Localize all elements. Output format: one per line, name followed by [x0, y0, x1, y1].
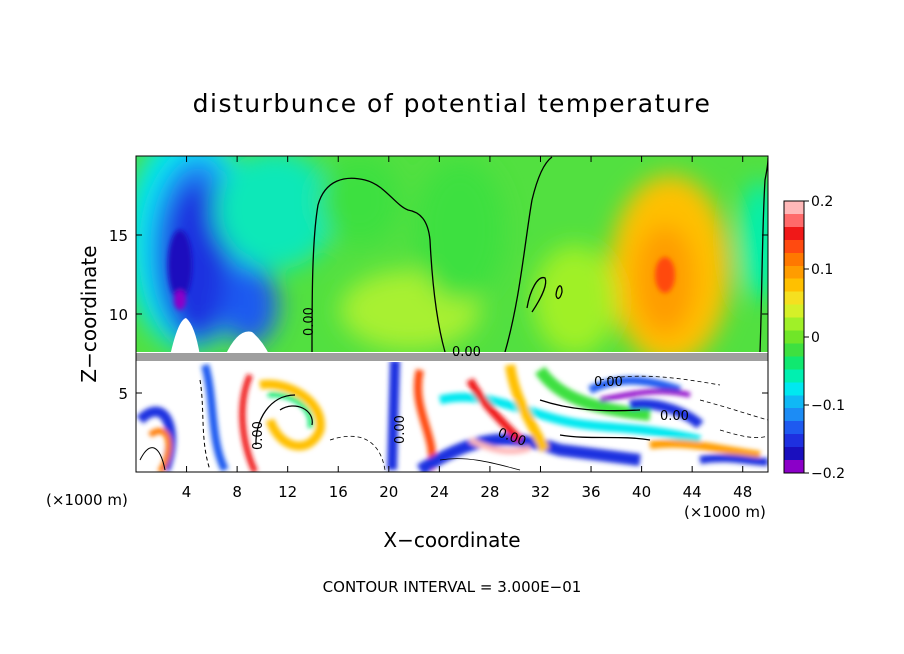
contour-interval-note: CONTOUR INTERVAL = 3.000E−01	[323, 578, 582, 596]
colorbar-tick-label: −0.1	[811, 398, 845, 414]
plot-area: 0.00 0.00 0.00 0.00 0.00 0.00 0.00	[136, 156, 768, 472]
y-tick-label: 10	[109, 306, 128, 324]
x-tick-label: 16	[329, 483, 348, 501]
zero-contours	[255, 156, 768, 446]
x-tick-label: 40	[632, 483, 651, 501]
x-axis-label: X−coordinate	[383, 528, 520, 552]
x-tick-label: 48	[733, 483, 752, 501]
x-tick-label: 8	[232, 483, 242, 501]
contour-label: 0.00	[251, 421, 266, 450]
x-tick-label: 32	[531, 483, 550, 501]
interface-band	[136, 352, 768, 362]
x-tick-label: 20	[379, 483, 398, 501]
colorbar-tick-label: 0.2	[811, 194, 833, 210]
contour-label: 0.00	[594, 375, 623, 390]
lower-field	[136, 356, 768, 472]
y-axis: 5 10 15	[109, 227, 768, 403]
colorbar-tick-label: −0.2	[811, 466, 845, 482]
upper-field	[136, 156, 768, 365]
colorbar-fill	[784, 201, 804, 473]
x-tick-label: 24	[430, 483, 449, 501]
x-tick-label: 28	[480, 483, 499, 501]
contour-label: 0.00	[660, 409, 689, 424]
x-unit-right: (×1000 m)	[684, 503, 766, 521]
contour-labels: 0.00 0.00 0.00 0.00 0.00 0.00 0.00	[251, 307, 689, 450]
chart-title: disturbunce of potential temperature	[193, 89, 712, 118]
x-unit-left: (×1000 m)	[46, 491, 128, 509]
contour-label: 0.00	[302, 307, 317, 336]
colorbar-tick-label: 0	[811, 330, 820, 346]
contour-label: 0.00	[452, 345, 481, 360]
y-tick-label: 5	[118, 385, 128, 403]
colorbar-tick-label: 0.1	[811, 262, 833, 278]
x-tick-label: 12	[278, 483, 297, 501]
x-axis: 4 8 12 16 20 24 28 32 36 40 44 48	[182, 156, 752, 501]
colorbar-ticks: 0.2 0.1 0 −0.1 −0.2	[804, 194, 845, 482]
colorbar: 0.2 0.1 0 −0.1 −0.2	[783, 194, 845, 482]
x-tick-label: 36	[581, 483, 600, 501]
x-tick-label: 4	[182, 483, 192, 501]
y-tick-label: 15	[109, 227, 128, 245]
y-axis-label: Z−coordinate	[77, 245, 101, 382]
contour-label: 0.00	[393, 415, 408, 444]
x-tick-label: 44	[683, 483, 702, 501]
